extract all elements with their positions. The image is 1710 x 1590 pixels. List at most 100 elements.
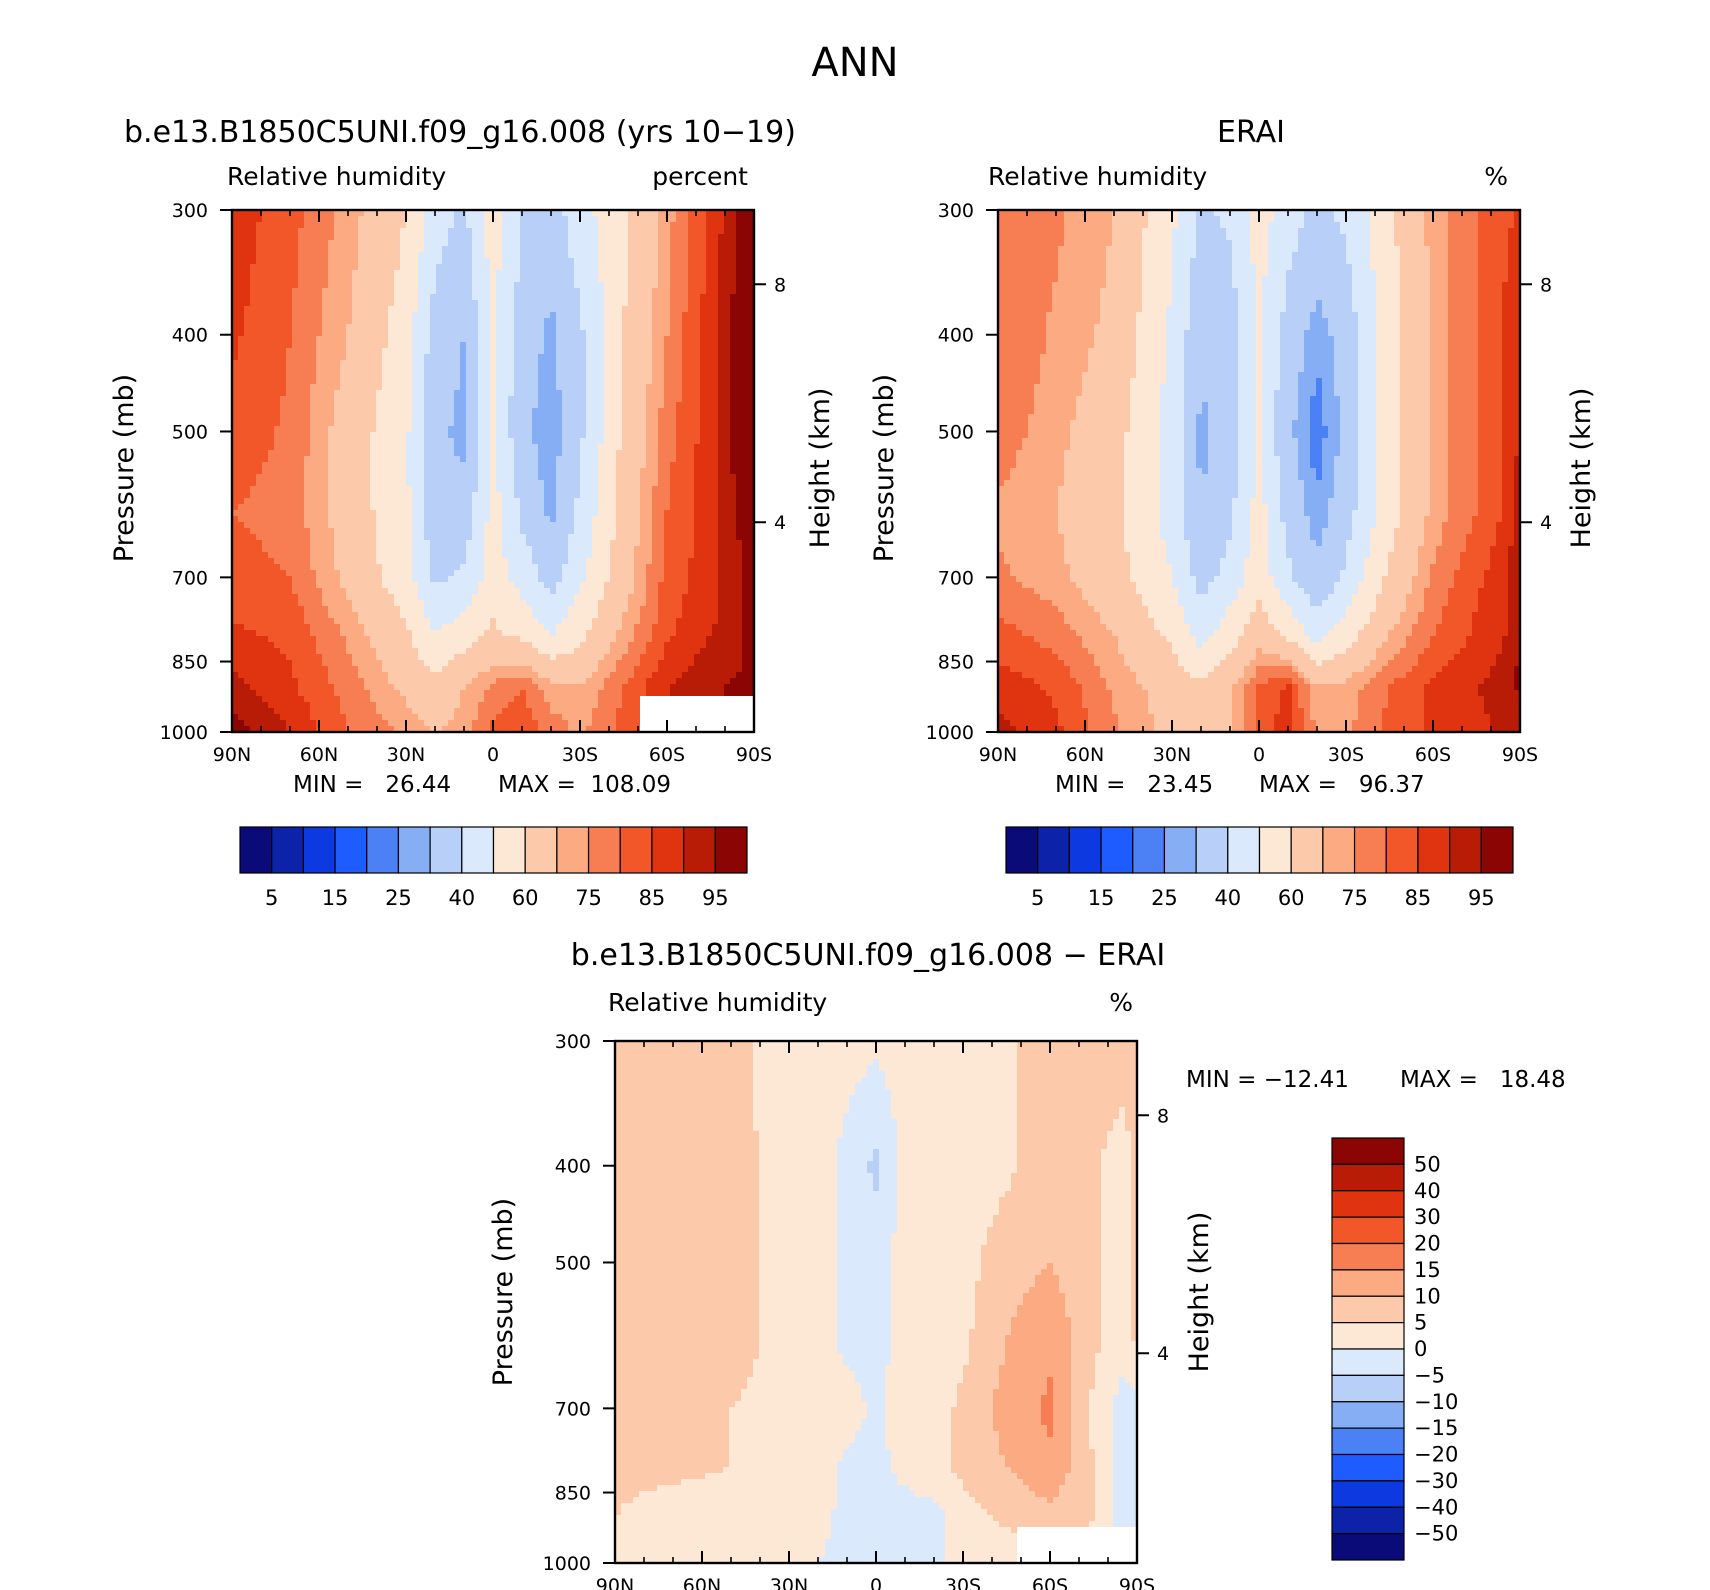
field-cell: [334, 522, 341, 529]
field-cell: [652, 534, 659, 541]
field-cell: [376, 540, 383, 547]
field-cell: [340, 528, 347, 535]
field-cell: [604, 300, 611, 307]
field-cell: [592, 474, 599, 481]
field-cell: [532, 372, 539, 379]
field-cell: [394, 444, 401, 451]
field-cell: [280, 528, 287, 535]
field-cell: [400, 342, 407, 349]
field-cell: [364, 282, 371, 289]
field-cell: [310, 426, 317, 433]
field-cell: [394, 240, 401, 247]
field-cell: [250, 528, 257, 535]
field-cell: [352, 402, 359, 409]
field-cell: [706, 324, 713, 331]
field-cell: [304, 522, 311, 529]
field-cell: [394, 348, 401, 355]
field-cell: [406, 276, 413, 283]
field-cell: [628, 420, 635, 427]
field-cell: [256, 318, 263, 325]
field-cell: [358, 486, 365, 493]
field-cell: [646, 234, 653, 241]
field-cell: [502, 348, 509, 355]
field-cell: [280, 294, 287, 301]
field-cell: [478, 354, 485, 361]
field-cell: [634, 540, 641, 547]
field-cell: [322, 438, 329, 445]
field-cell: [292, 216, 299, 223]
field-cell: [706, 348, 713, 355]
field-cell: [502, 456, 509, 463]
field-cell: [706, 282, 713, 289]
field-cell: [568, 234, 575, 241]
field-cell: [250, 252, 257, 259]
field-cell: [550, 270, 557, 277]
field-cell: [634, 234, 641, 241]
field-cell: [658, 486, 665, 493]
field-cell: [448, 438, 455, 445]
field-cell: [478, 294, 485, 301]
field-cell: [274, 372, 281, 379]
field-cell: [244, 414, 251, 421]
field-cell: [580, 450, 587, 457]
field-cell: [526, 492, 533, 499]
field-cell: [616, 516, 623, 523]
field-cell: [436, 240, 443, 247]
field-cell: [736, 438, 743, 445]
field-cell: [646, 306, 653, 313]
field-cell: [718, 324, 725, 331]
field-cell: [250, 318, 257, 325]
field-cell: [580, 234, 587, 241]
field-cell: [388, 246, 395, 253]
field-cell: [556, 480, 563, 487]
field-cell: [454, 330, 461, 337]
field-cell: [310, 318, 317, 325]
field-cell: [604, 234, 611, 241]
field-cell: [466, 324, 473, 331]
field-cell: [412, 354, 419, 361]
field-cell: [472, 462, 479, 469]
field-cell: [496, 528, 503, 535]
field-cell: [460, 384, 467, 391]
field-cell: [268, 330, 275, 337]
field-cell: [376, 462, 383, 469]
field-cell: [658, 282, 665, 289]
field-cell: [514, 462, 521, 469]
field-cell: [256, 360, 263, 367]
field-cell: [688, 270, 695, 277]
field-cell: [556, 414, 563, 421]
field-cell: [640, 522, 647, 529]
field-cell: [412, 312, 419, 319]
field-cell: [676, 300, 683, 307]
field-cell: [316, 234, 323, 241]
field-cell: [562, 354, 569, 361]
field-cell: [418, 258, 425, 265]
field-cell: [526, 444, 533, 451]
field-cell: [448, 474, 455, 481]
field-cell: [436, 516, 443, 523]
field-cell: [394, 336, 401, 343]
field-cell: [682, 510, 689, 517]
field-cell: [640, 318, 647, 325]
field-cell: [652, 414, 659, 421]
field-cell: [496, 522, 503, 529]
field-cell: [610, 324, 617, 331]
field-cell: [454, 342, 461, 349]
field-cell: [310, 432, 317, 439]
field-cell: [742, 468, 749, 475]
field-cell: [502, 402, 509, 409]
field-cell: [550, 276, 557, 283]
field-cell: [658, 228, 665, 235]
field-cell: [574, 384, 581, 391]
field-cell: [730, 474, 737, 481]
field-cell: [364, 240, 371, 247]
field-cell: [502, 324, 509, 331]
field-cell: [442, 294, 449, 301]
field-cell: [262, 270, 269, 277]
field-cell: [586, 444, 593, 451]
field-cell: [460, 516, 467, 523]
field-cell: [712, 456, 719, 463]
field-cell: [274, 252, 281, 259]
field-cell: [328, 366, 335, 373]
field-cell: [460, 234, 467, 241]
